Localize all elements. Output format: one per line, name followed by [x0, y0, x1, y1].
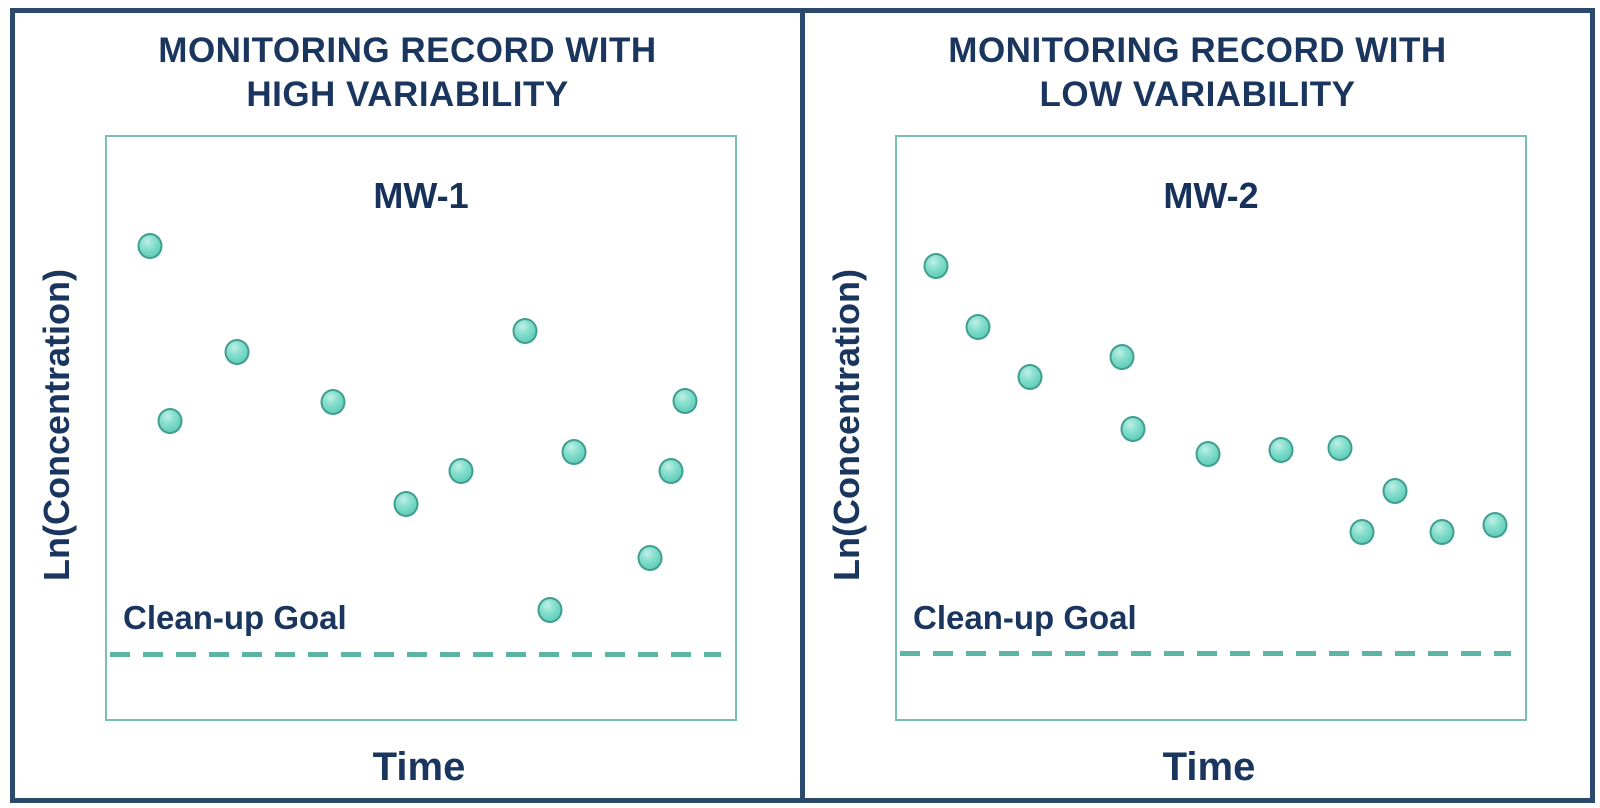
data-point-marker	[672, 388, 698, 415]
scatter-points-layer-mw1	[107, 137, 735, 719]
data-point-marker	[157, 408, 183, 435]
data-point-marker	[1349, 519, 1375, 546]
data-point-marker	[537, 597, 563, 624]
data-point-marker	[224, 339, 250, 366]
panel-title-low-variability: MONITORING RECORD WITH LOW VARIABILITY	[805, 29, 1590, 117]
panel-title-high-variability: MONITORING RECORD WITH HIGH VARIABILITY	[15, 29, 800, 117]
data-point-marker	[1120, 416, 1145, 443]
x-axis-label-mw1: Time	[372, 745, 466, 789]
panel-title-line1: MONITORING RECORD WITH	[158, 31, 657, 70]
data-point-marker	[1482, 511, 1508, 538]
data-point-marker	[1327, 434, 1353, 461]
well-label-mw1: MW-1	[373, 175, 469, 216]
panel-title-line1: MONITORING RECORD WITH	[948, 31, 1447, 70]
data-point-marker	[320, 388, 346, 415]
data-point-marker	[965, 313, 991, 340]
figure-frame: MONITORING RECORD WITH HIGH VARIABILITY …	[10, 8, 1595, 803]
panel-title-line2: HIGH VARIABILITY	[246, 75, 569, 114]
y-axis-label-mw2: Ln(Concentration)	[826, 269, 867, 581]
cleanup-goal-label: Clean-up Goal	[913, 599, 1137, 636]
data-point-marker	[393, 490, 419, 517]
data-point-marker	[1382, 478, 1408, 505]
data-point-marker	[1268, 437, 1294, 464]
y-axis-label-mw1: Ln(Concentration)	[36, 269, 77, 581]
panel-title-line2: LOW VARIABILITY	[1039, 75, 1356, 114]
data-point-marker	[1429, 519, 1455, 546]
data-point-marker	[658, 458, 684, 485]
cleanup-goal-line	[900, 650, 1511, 656]
data-point-marker	[512, 318, 538, 345]
cleanup-goal-line	[110, 652, 721, 658]
well-label-mw2: MW-2	[1163, 175, 1259, 216]
data-point-marker	[1017, 363, 1042, 390]
data-point-marker	[637, 545, 663, 572]
data-point-marker	[1109, 343, 1135, 370]
panel-high-variability: MONITORING RECORD WITH HIGH VARIABILITY …	[15, 13, 805, 798]
plot-area-mw2: MW-2 Clean-up Goal	[895, 135, 1527, 721]
data-point-marker	[561, 438, 587, 465]
cleanup-goal-label: Clean-up Goal	[123, 599, 347, 636]
data-point-marker	[448, 458, 474, 485]
panel-low-variability: MONITORING RECORD WITH LOW VARIABILITY L…	[805, 13, 1590, 798]
data-point-marker	[923, 253, 949, 280]
data-point-marker	[137, 233, 163, 260]
plot-area-mw1: MW-1 Clean-up Goal	[105, 135, 737, 721]
scatter-points-layer-mw2	[897, 137, 1525, 719]
x-axis-label-mw2: Time	[1162, 745, 1256, 789]
data-point-marker	[1195, 441, 1221, 468]
